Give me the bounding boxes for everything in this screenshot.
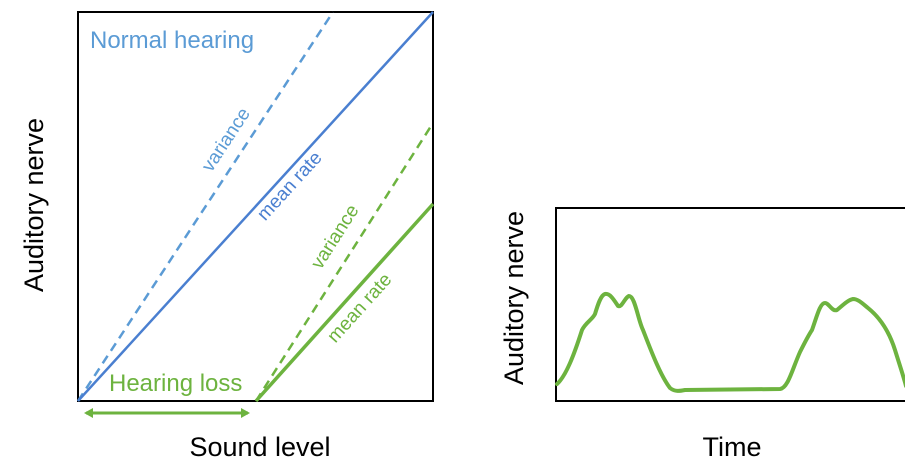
- loss-mean-rate-label: mean rate: [323, 270, 396, 348]
- loss-variance-line: [254, 122, 435, 402]
- loss-variance-label: variance: [307, 201, 363, 273]
- normal-hearing-label: Normal hearing: [90, 27, 254, 54]
- normal-variance-line: [76, 11, 335, 402]
- left-panel: Normal hearing variance mean rate varian…: [19, 11, 435, 462]
- loss-mean-rate-line: [254, 202, 435, 403]
- right-x-axis-label: Time: [703, 432, 762, 462]
- hearing-loss-label: Hearing loss: [109, 370, 242, 397]
- normal-mean-rate-line: [77, 11, 434, 402]
- left-x-axis-label: Sound level: [189, 432, 330, 462]
- right-plot-frame: [555, 207, 905, 402]
- normal-variance-label: variance: [198, 104, 255, 176]
- left-y-axis-label: Auditory nerve: [19, 118, 49, 292]
- right-y-axis-label: Auditory nerve: [499, 211, 529, 385]
- normal-mean-rate-label: mean rate: [253, 148, 326, 225]
- right-panel: Auditory nerve Time: [499, 207, 905, 462]
- nerve-response-curve: [555, 291, 905, 393]
